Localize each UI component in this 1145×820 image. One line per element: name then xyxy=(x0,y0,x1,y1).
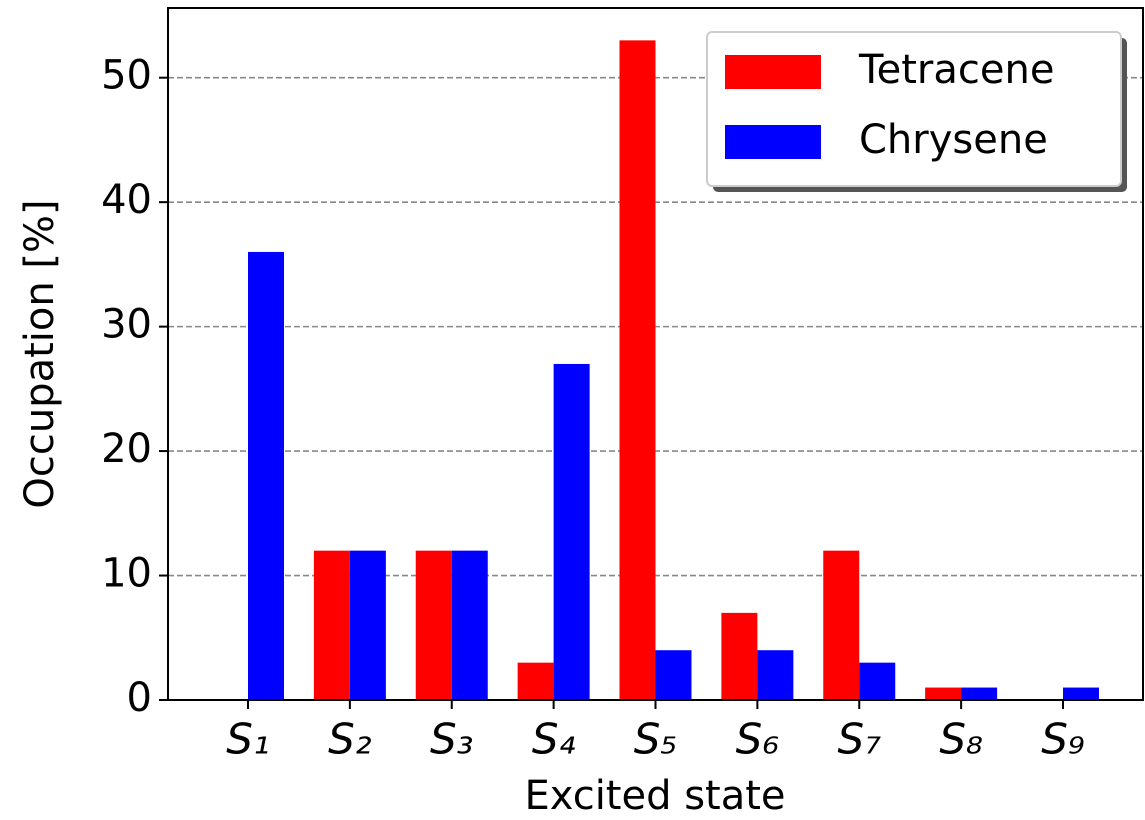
x-tick-label: S₉ xyxy=(1041,715,1085,764)
bar xyxy=(415,550,452,700)
bar xyxy=(655,650,692,700)
x-tick-label: S₆ xyxy=(736,715,780,764)
y-tick-label: 40 xyxy=(101,177,152,223)
y-tick-label: 30 xyxy=(101,302,152,348)
bar xyxy=(757,650,794,700)
bar xyxy=(823,550,860,700)
bar xyxy=(1063,687,1099,700)
x-tick-label: S₇ xyxy=(838,715,882,764)
bar xyxy=(553,363,590,700)
bar xyxy=(517,662,554,700)
x-tick-label: S₁ xyxy=(226,715,270,764)
y-tick-label: 10 xyxy=(101,551,152,597)
legend-swatch xyxy=(725,55,821,89)
bar xyxy=(961,687,998,700)
y-tick-label: 50 xyxy=(101,53,152,99)
plot-frame xyxy=(167,7,1144,701)
legend: Tetracene Chrysene xyxy=(706,31,1127,192)
legend-label: Tetracene xyxy=(858,47,1054,93)
x-tick-label: S₃ xyxy=(430,715,474,764)
bar xyxy=(619,40,656,700)
bar xyxy=(313,550,350,700)
bar xyxy=(859,662,896,700)
bar xyxy=(451,550,488,700)
x-tick-label: S₈ xyxy=(939,715,983,764)
x-tick-label: S₂ xyxy=(328,715,372,764)
bar xyxy=(349,550,386,700)
x-axis-label: Excited state xyxy=(524,773,785,819)
bar xyxy=(248,251,284,700)
x-tick-label: S₅ xyxy=(634,715,678,764)
x-tick-label: S₄ xyxy=(532,715,576,764)
legend-swatch xyxy=(725,125,821,159)
bar xyxy=(925,687,962,700)
y-tick-label: 20 xyxy=(101,426,152,472)
legend-label: Chrysene xyxy=(859,117,1048,163)
bar xyxy=(721,612,758,700)
y-tick-label: 0 xyxy=(127,675,152,721)
y-axis-label: Occupation [%] xyxy=(17,199,63,508)
